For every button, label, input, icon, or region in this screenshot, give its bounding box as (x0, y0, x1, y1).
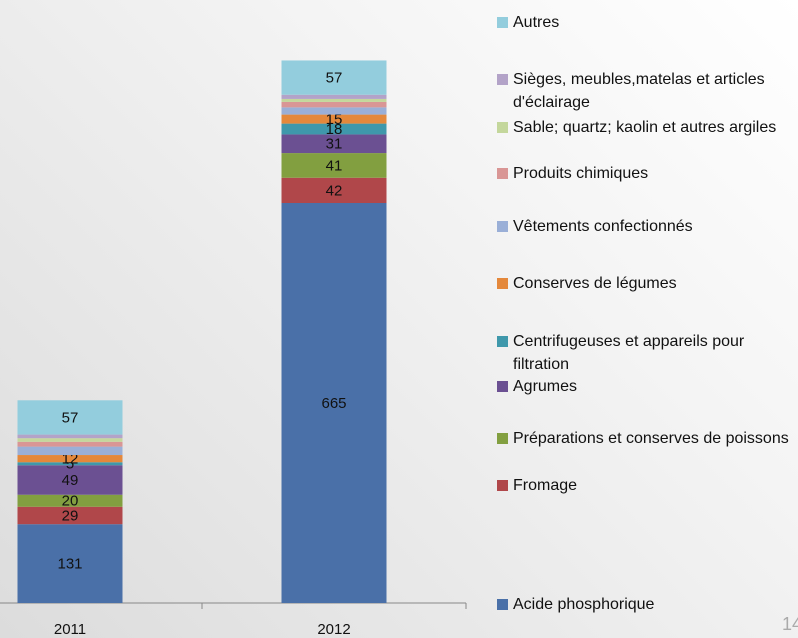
data-label: 5 (66, 456, 74, 473)
bar-segment (281, 153, 387, 178)
bar-segment (281, 177, 387, 204)
legend-swatch (497, 221, 508, 232)
bar-segment (281, 94, 387, 99)
legend-swatch (497, 433, 508, 444)
legend-entry: Fromage (497, 474, 797, 497)
bar-segment (17, 462, 123, 466)
bar-segment (17, 438, 123, 442)
legend-swatch (497, 480, 508, 491)
legend-label: Vêtements confectionnés (513, 218, 693, 235)
data-label: 49 (62, 472, 79, 489)
legend-label: Autres (513, 14, 560, 31)
bar-segment (281, 101, 387, 108)
legend-entry: Agrumes (497, 375, 797, 398)
legend-swatch (497, 278, 508, 289)
data-label: 57 (326, 70, 343, 87)
legend-swatch (497, 381, 508, 392)
legend-swatch (497, 168, 508, 179)
legend-swatch (497, 336, 508, 347)
bar-segment (281, 107, 387, 115)
bar-segment (17, 400, 123, 435)
bar-segment (17, 434, 123, 439)
bar-segment (281, 203, 387, 603)
data-label: 15 (326, 111, 343, 128)
data-label: 42 (326, 182, 343, 199)
data-label: 57 (62, 409, 79, 426)
bar-segment (17, 506, 123, 525)
data-label: 665 (321, 395, 346, 412)
x-tick-label: 2012 (317, 621, 350, 638)
bar-segment (17, 455, 123, 463)
bar-segment (17, 446, 123, 456)
legend-label: Centrifugeuses et appareils pour filtrat… (513, 333, 745, 373)
bar-segment (281, 114, 387, 124)
bar-segment (17, 524, 123, 603)
legend-entry: Vêtements confectionnés (497, 215, 797, 238)
bar-segment (17, 441, 123, 447)
bar-segment (17, 494, 123, 507)
legend-swatch (497, 599, 508, 610)
legend-entry: Autres (497, 11, 797, 34)
legend-label: Agrumes (513, 378, 578, 395)
legend-swatch (497, 17, 508, 28)
legend-label: Préparations et conserves de poissons (513, 430, 789, 447)
legend-swatch (497, 74, 508, 85)
legend-entry: Acide phosphorique (497, 593, 797, 616)
data-label: 29 (62, 507, 79, 524)
bar-segment (281, 98, 387, 102)
data-label: 131 (57, 556, 82, 573)
bar-segment (281, 60, 387, 95)
bar-segment (281, 134, 387, 154)
legend-entry: Sièges, meubles,matelas et articles d'éc… (497, 68, 797, 114)
legend-label: Produits chimiques (513, 165, 649, 182)
legend-entry: Conserves de légumes (497, 272, 797, 295)
legend-entry: Sable; quartz; kaolin et autres argiles (497, 116, 797, 139)
legend-label: Fromage (513, 477, 578, 494)
legend-label: Sable; quartz; kaolin et autres argiles (513, 119, 777, 136)
data-label: 18 (326, 121, 343, 138)
data-label: 20 (62, 493, 79, 510)
legend-entry: Centrifugeuses et appareils pour filtrat… (497, 330, 797, 376)
bar-segment (17, 465, 123, 495)
legend-label: Sièges, meubles,matelas et articles d'éc… (513, 71, 765, 111)
data-label: 31 (326, 136, 343, 153)
legend-entry: Préparations et conserves de poissons (497, 427, 797, 450)
legend-swatch (497, 122, 508, 133)
data-label: 41 (326, 157, 343, 174)
page-number: 14 (781, 614, 798, 634)
legend-label: Acide phosphorique (513, 596, 655, 613)
legend-label: Conserves de légumes (513, 275, 677, 292)
x-tick-label: 2011 (54, 621, 86, 638)
legend-entry: Produits chimiques (497, 162, 797, 185)
bar-segment (281, 123, 387, 135)
